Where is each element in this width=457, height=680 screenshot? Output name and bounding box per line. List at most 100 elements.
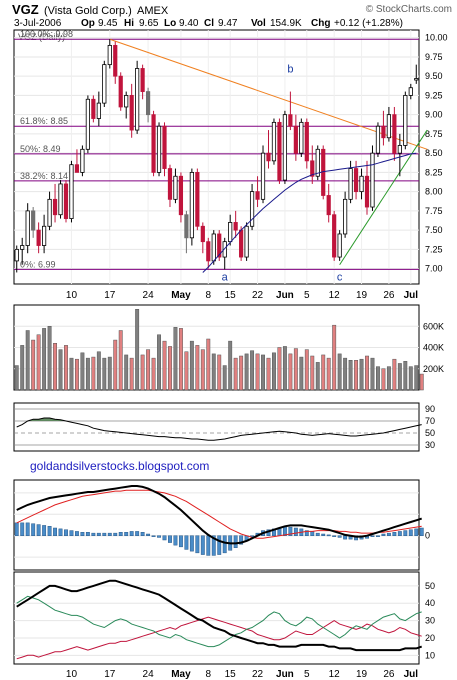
- volume-bar: [129, 357, 134, 391]
- candle-body: [310, 160, 315, 177]
- volume-bar: [189, 340, 194, 391]
- price-legend: VGZ (Daily): [18, 32, 65, 42]
- volume-bar: [157, 334, 161, 391]
- x-tick-label: Jul: [404, 290, 419, 301]
- candle-body: [113, 44, 118, 77]
- volume-bar: [386, 366, 391, 391]
- candle-body: [20, 245, 25, 250]
- macd-histogram-bar: [239, 535, 244, 545]
- candle-body: [397, 145, 402, 154]
- volume-bar: [31, 339, 36, 391]
- volume-bar: [146, 349, 151, 391]
- volume-bar: [233, 357, 238, 391]
- watermark: © StockCharts.com: [366, 4, 452, 15]
- x-tick-label: 12: [329, 290, 341, 301]
- macd-tick-label: 0: [425, 531, 430, 541]
- macd-histogram-bar: [408, 529, 413, 536]
- fib-label: 100.0%: 9.98: [20, 29, 73, 39]
- rsi-tick-label: 50: [425, 428, 435, 438]
- volume-bar: [343, 357, 348, 391]
- adx-y-axis: 50 40 30 20 10: [425, 581, 435, 660]
- close-value: 9.47: [218, 18, 238, 29]
- candle-body: [277, 121, 282, 181]
- volume-bar: [42, 328, 47, 391]
- candle-body: [156, 125, 162, 173]
- volume-bar: [206, 338, 211, 391]
- macd-histogram-bar: [80, 532, 85, 536]
- candle-body: [42, 225, 47, 246]
- macd-y-axis: 0: [425, 531, 430, 541]
- volume-bar: [414, 365, 419, 391]
- candle-body: [392, 114, 397, 154]
- volume-bar: [222, 365, 227, 391]
- candle-body: [31, 210, 36, 231]
- price-gridlines: [14, 30, 419, 284]
- macd-histogram-bar: [129, 531, 134, 536]
- high-value: 9.65: [139, 18, 159, 29]
- x-tick-label: 15: [225, 669, 237, 680]
- orange-trendline: [109, 38, 428, 150]
- macd-histogram-bar: [206, 535, 211, 556]
- x-tick-label: 8: [206, 290, 212, 301]
- rsi-panel: [13, 402, 420, 452]
- volume-bar: [315, 362, 320, 391]
- wave-label-b: b: [287, 63, 293, 75]
- macd-histogram-bar: [211, 535, 216, 556]
- macd-histogram-bar: [118, 532, 123, 536]
- candle-body: [332, 214, 337, 258]
- price-tick-label: 8.00: [425, 187, 443, 197]
- candle-body: [200, 225, 205, 243]
- candle-body: [315, 148, 320, 177]
- blog-annotation: goldandsilverstocks.blogspot.com: [30, 459, 209, 473]
- candle-body: [162, 125, 167, 169]
- volume-bar: [173, 327, 178, 391]
- volume-bars: [14, 309, 424, 391]
- price-tick-label: 7.75: [425, 206, 443, 216]
- volume-bar: [282, 346, 287, 391]
- price-panel: [13, 29, 420, 285]
- candle-body: [403, 95, 408, 146]
- macd-histogram-bar: [20, 522, 25, 536]
- macd-histogram-bar: [200, 535, 205, 555]
- macd-histogram-bar: [146, 533, 151, 536]
- candle-body: [282, 114, 288, 181]
- macd-histogram-bar: [337, 535, 342, 538]
- x-axis-top: 10 17 24 May 8 15 22 Jun 5 12 19 26 Jul: [66, 290, 418, 301]
- header-date: 3-Jul-2006: [14, 18, 62, 29]
- adx-tick-label: 20: [425, 633, 435, 643]
- macd-histogram-bar: [157, 535, 161, 538]
- macd-histogram-bar: [195, 535, 200, 554]
- candle-body: [102, 64, 107, 104]
- volume-value: 154.9K: [270, 18, 302, 29]
- x-tick-label: 10: [66, 290, 78, 301]
- volume-bar: [195, 345, 200, 391]
- rsi-line: [16, 417, 422, 441]
- volume-bar: [96, 351, 101, 391]
- macd-histogram-bar: [293, 527, 298, 536]
- candle-body: [91, 98, 96, 119]
- macd-histogram-bar: [222, 535, 227, 554]
- volume-bar: [14, 365, 19, 391]
- high-label: Hi: [124, 18, 134, 29]
- volume-bar: [392, 358, 397, 391]
- volume-bar: [58, 349, 63, 391]
- x-tick-label: 19: [356, 290, 368, 301]
- candle-body: [14, 248, 19, 262]
- volume-bar: [408, 366, 413, 391]
- x-tick-label: May: [171, 290, 191, 301]
- macd-histogram-bar: [184, 535, 189, 550]
- fibonacci-levels: 100.0%: 9.98 61.8%: 8.85 50%: 8.49 38.2%: 8…: [14, 29, 419, 270]
- volume-bar: [162, 340, 167, 391]
- x-tick-label: 10: [66, 669, 78, 680]
- moving-average-line: [202, 152, 417, 273]
- price-tick-label: 9.25: [425, 90, 443, 100]
- candle-body: [288, 114, 293, 127]
- candle-body: [178, 175, 184, 216]
- rsi-y-axis: 90 70 50 30: [425, 404, 435, 450]
- candle-body: [167, 168, 173, 200]
- macd-histogram-bar: [42, 525, 47, 536]
- wave-labels: a b c: [222, 63, 343, 283]
- candle-body: [145, 91, 151, 116]
- price-tick-label: 9.00: [425, 110, 443, 120]
- volume-bar: [359, 358, 364, 391]
